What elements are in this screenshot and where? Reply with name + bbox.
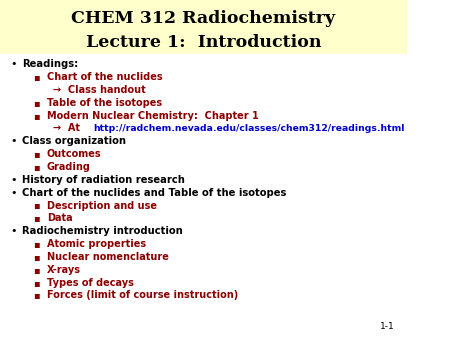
Text: Radiochemistry introduction: Radiochemistry introduction [22, 226, 183, 236]
Text: Lecture 1:  Introduction: Lecture 1: Introduction [86, 34, 321, 51]
Text: ▪: ▪ [33, 200, 40, 211]
Text: Grading: Grading [47, 162, 91, 172]
Text: Modern Nuclear Chemistry:  Chapter 1: Modern Nuclear Chemistry: Chapter 1 [47, 111, 259, 121]
FancyBboxPatch shape [0, 0, 407, 54]
Text: Readings:: Readings: [22, 59, 79, 69]
Text: ▪: ▪ [33, 252, 40, 262]
Text: →  Class handout: → Class handout [53, 85, 146, 95]
Text: ▪: ▪ [33, 277, 40, 288]
Text: ▪: ▪ [33, 149, 40, 159]
Text: History of radiation research: History of radiation research [22, 175, 185, 185]
Text: •: • [10, 226, 17, 236]
Text: Atomic properties: Atomic properties [47, 239, 146, 249]
Text: ▪: ▪ [33, 265, 40, 275]
Text: ▪: ▪ [33, 239, 40, 249]
Text: •: • [10, 136, 17, 146]
Text: Chart of the nuclides: Chart of the nuclides [47, 72, 162, 82]
Text: ▪: ▪ [33, 162, 40, 172]
Text: Nuclear nomenclature: Nuclear nomenclature [47, 252, 169, 262]
Text: •: • [10, 188, 17, 198]
Text: http://radchem.nevada.edu/classes/chem312/readings.html: http://radchem.nevada.edu/classes/chem31… [94, 124, 405, 133]
Text: •: • [10, 59, 17, 69]
Text: ▪: ▪ [33, 290, 40, 300]
Text: CHEM 312 Radiochemistry: CHEM 312 Radiochemistry [72, 10, 336, 27]
Text: ▪: ▪ [33, 111, 40, 121]
Text: ▪: ▪ [33, 98, 40, 108]
Text: 1-1: 1-1 [380, 322, 395, 331]
Text: Table of the isotopes: Table of the isotopes [47, 98, 162, 108]
Text: X-rays: X-rays [47, 265, 81, 275]
Text: Outcomes: Outcomes [47, 149, 101, 159]
Text: ▪: ▪ [33, 72, 40, 82]
Text: Types of decays: Types of decays [47, 277, 134, 288]
Text: ▪: ▪ [33, 213, 40, 223]
Text: Forces (limit of course instruction): Forces (limit of course instruction) [47, 290, 238, 300]
Text: Description and use: Description and use [47, 200, 157, 211]
Text: →  At: → At [53, 123, 83, 134]
Text: Data: Data [47, 213, 72, 223]
Text: Chart of the nuclides and Table of the isotopes: Chart of the nuclides and Table of the i… [22, 188, 287, 198]
Text: •: • [10, 175, 17, 185]
Text: Class organization: Class organization [22, 136, 126, 146]
